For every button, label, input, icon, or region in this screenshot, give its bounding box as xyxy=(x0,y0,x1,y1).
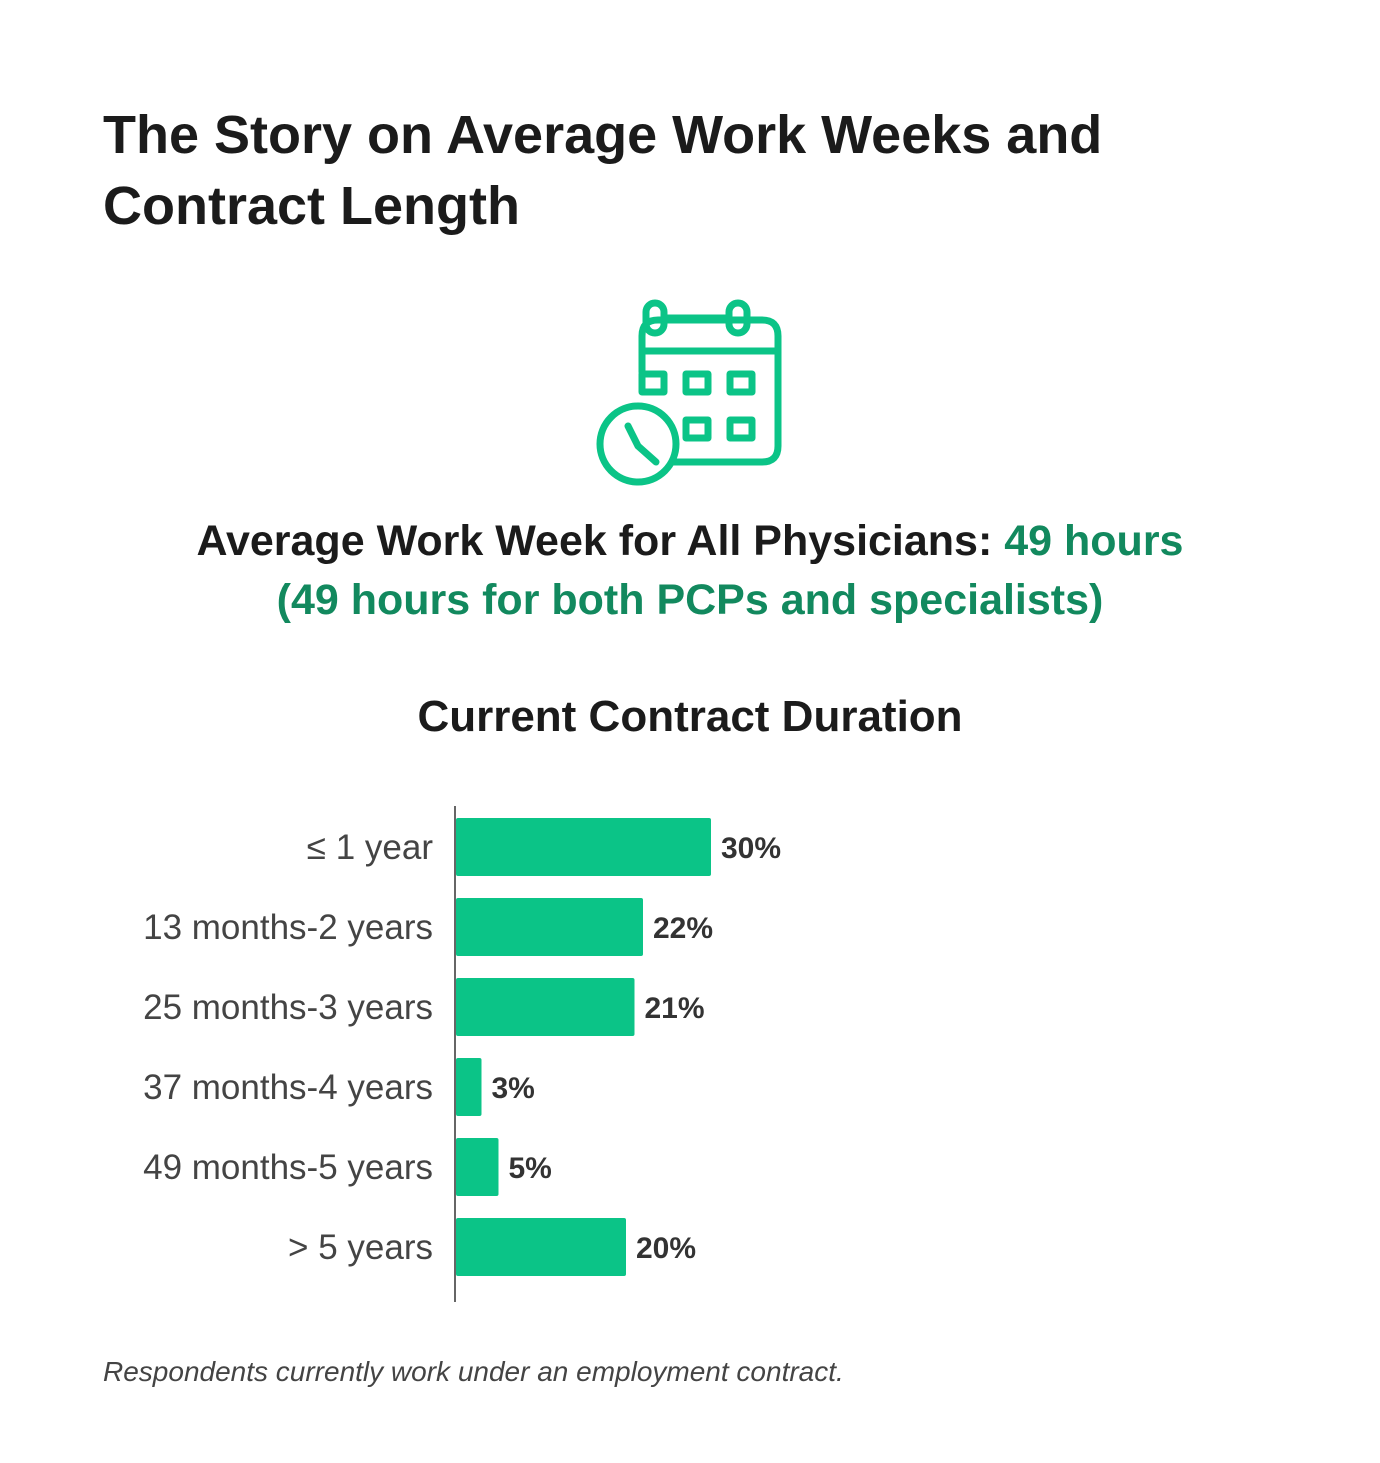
category-label: 49 months-5 years xyxy=(143,1148,433,1187)
value-label: 30% xyxy=(721,832,781,865)
stat-value: 49 hours xyxy=(1004,517,1184,565)
category-label: ≤ 1 year xyxy=(307,828,434,867)
bar xyxy=(456,898,643,956)
stat-detail: (49 hours for both PCPs and specialists) xyxy=(276,576,1104,624)
calendar-clock-icon xyxy=(594,296,786,488)
category-label: 37 months-4 years xyxy=(143,1068,433,1107)
bar xyxy=(456,1218,626,1276)
bar xyxy=(456,1058,482,1116)
value-label: 5% xyxy=(509,1152,552,1185)
value-label: 22% xyxy=(653,912,713,945)
page-title: The Story on Average Work Weeks and Cont… xyxy=(103,105,1103,236)
chart-title: Current Contract Duration xyxy=(417,692,963,741)
value-label: 21% xyxy=(645,992,705,1025)
category-label: > 5 years xyxy=(288,1228,433,1267)
footnote: Respondents currently work under an empl… xyxy=(103,1356,844,1387)
bar xyxy=(456,1138,499,1196)
contract-duration-bar-chart: ≤ 1 year 30% 13 months-2 years 22% 25 months… xyxy=(143,806,781,1302)
bar xyxy=(456,978,635,1036)
category-label: 13 months-2 years xyxy=(143,908,433,947)
category-label: 25 months-3 years xyxy=(143,988,433,1027)
value-label: 20% xyxy=(636,1232,696,1265)
stat-label: Average Work Week for All Physicians: xyxy=(196,517,993,565)
value-label: 3% xyxy=(492,1072,535,1105)
average-work-week-stat: Average Work Week for All Physicians: 49… xyxy=(0,512,1380,630)
bar xyxy=(456,818,711,876)
